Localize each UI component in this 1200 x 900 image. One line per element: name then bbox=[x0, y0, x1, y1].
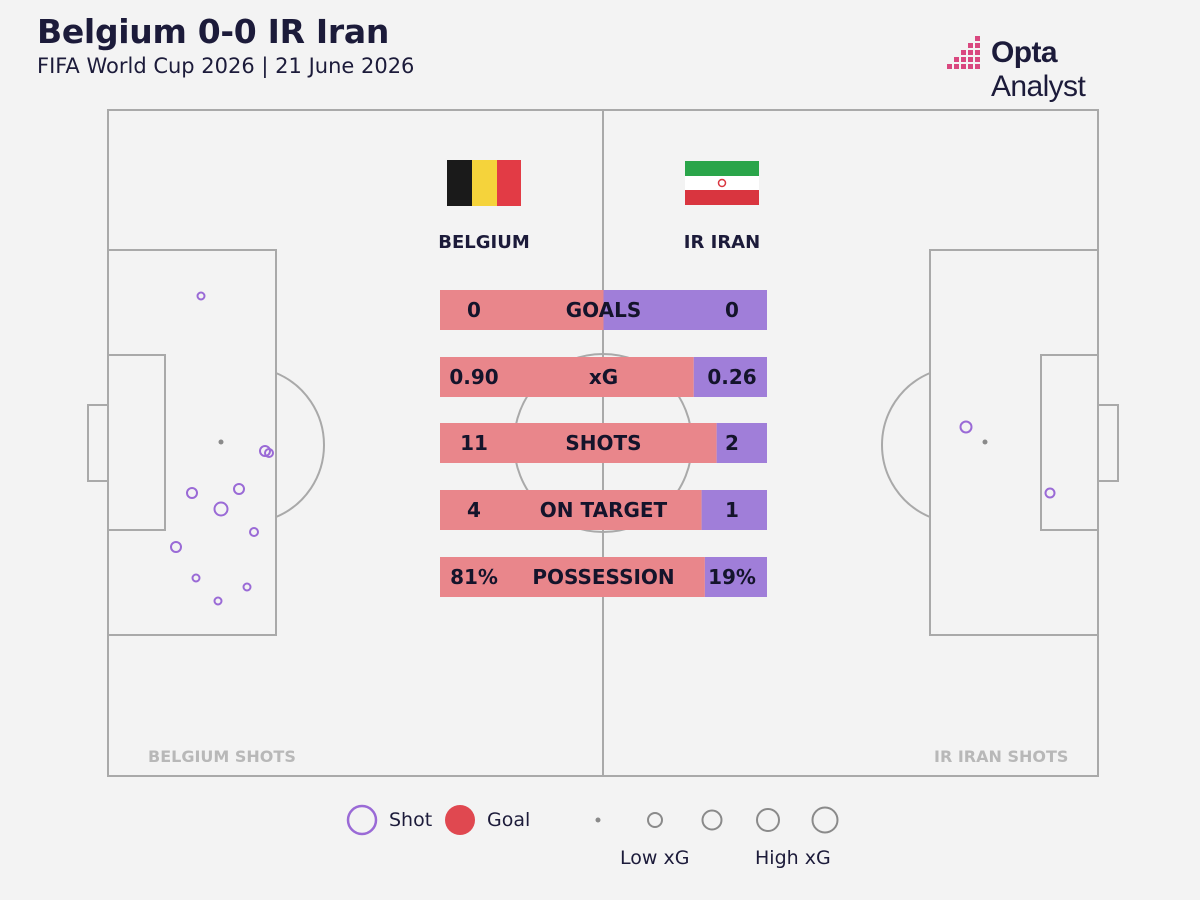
legend-markers bbox=[346, 804, 839, 836]
left-penalty-spot bbox=[218, 439, 224, 445]
stat-row-possession: 81% POSSESSION 19% bbox=[440, 557, 767, 597]
legend-shot-label: Shot bbox=[389, 809, 433, 831]
stat-bars bbox=[440, 290, 767, 597]
shot-marker bbox=[213, 596, 223, 606]
away-stat-value: 0 bbox=[725, 298, 739, 322]
shot-marker bbox=[959, 420, 973, 434]
home-stat-bar bbox=[440, 490, 702, 530]
shot-marker bbox=[233, 483, 245, 495]
pitch-markings bbox=[87, 109, 1119, 777]
away-stat-bar bbox=[716, 423, 767, 463]
legend-xg-size-1 bbox=[595, 817, 601, 823]
home-team-name: BELGIUM bbox=[438, 232, 530, 253]
opta-bars-icon bbox=[947, 36, 980, 69]
stat-row-shots: 11 SHOTS 2 bbox=[440, 423, 767, 463]
stat-row-xg: 0.90 xG 0.26 bbox=[440, 357, 767, 397]
opta-analyst-logo: Opta Analyst bbox=[945, 32, 1145, 103]
left-goal bbox=[87, 404, 109, 482]
legend-xg-size-5 bbox=[811, 806, 839, 834]
away-stat-value: 19% bbox=[708, 565, 756, 589]
legend-goal-icon bbox=[445, 805, 475, 835]
right-penalty-area bbox=[929, 249, 1099, 636]
home-stat-value: 0.90 bbox=[449, 365, 499, 389]
right-penalty-spot bbox=[982, 439, 988, 445]
away-stat-value: 1 bbox=[725, 498, 739, 522]
iran-emblem-icon bbox=[717, 178, 727, 188]
left-penalty-arc bbox=[275, 372, 325, 518]
chart-title: Belgium 0-0 IR Iran bbox=[37, 12, 390, 51]
shot-marker bbox=[213, 501, 229, 517]
chart-subtitle: FIFA World Cup 2026 | 21 June 2026 bbox=[37, 54, 415, 78]
shot-marker bbox=[196, 291, 206, 301]
shot-marker bbox=[191, 573, 201, 583]
away-shots-caption: IR IRAN SHOTS bbox=[934, 747, 1069, 766]
home-stat-value: 81% bbox=[450, 565, 498, 589]
left-six-yard-box bbox=[107, 354, 166, 531]
stat-label: xG bbox=[588, 365, 619, 389]
shot-marker bbox=[1044, 487, 1056, 499]
home-stat-bar bbox=[440, 557, 705, 597]
away-stat-bar bbox=[603, 290, 767, 330]
shot-marker bbox=[264, 448, 274, 458]
away-stat-bar bbox=[704, 557, 767, 597]
brand-name: Opta Analyst bbox=[991, 36, 1086, 103]
iran-shot-markers bbox=[959, 420, 1056, 499]
legend-xg-size-4 bbox=[756, 808, 780, 832]
home-shots-caption: BELGIUM SHOTS bbox=[148, 747, 296, 766]
home-stat-bar bbox=[440, 290, 604, 330]
right-six-yard-box bbox=[1040, 354, 1099, 531]
away-stat-value: 2 bbox=[725, 431, 739, 455]
shot-marker bbox=[249, 527, 259, 537]
away-team-name: IR IRAN bbox=[683, 232, 761, 253]
shot-marker bbox=[242, 582, 252, 592]
legend-goal-label: Goal bbox=[487, 809, 531, 831]
belgium-shot-markers bbox=[170, 291, 274, 606]
home-stat-value: 4 bbox=[467, 498, 481, 522]
right-goal bbox=[1097, 404, 1119, 482]
stat-label: SHOTS bbox=[565, 431, 642, 455]
away-stat-bar bbox=[693, 357, 767, 397]
home-stat-bar bbox=[440, 357, 694, 397]
shot-marker bbox=[186, 487, 198, 499]
stat-label: ON TARGET bbox=[539, 498, 668, 522]
legend-xg-size-3 bbox=[701, 809, 723, 831]
home-stat-value: 0 bbox=[467, 298, 481, 322]
home-stat-value: 11 bbox=[460, 431, 488, 455]
legend-high-xg-label: High xG bbox=[755, 847, 831, 869]
stat-label: POSSESSION bbox=[532, 565, 675, 589]
stat-row-goals: 0 GOALS 0 bbox=[440, 290, 767, 330]
legend-xg-size-2 bbox=[647, 812, 663, 828]
legend-low-xg-label: Low xG bbox=[620, 847, 690, 869]
stat-label: GOALS bbox=[565, 298, 642, 322]
stat-row-on-target: 4 ON TARGET 1 bbox=[440, 490, 767, 530]
home-stat-bar bbox=[440, 423, 717, 463]
belgium-flag bbox=[447, 160, 521, 206]
away-stat-value: 0.26 bbox=[707, 365, 757, 389]
iran-flag bbox=[685, 161, 759, 205]
legend-shot-icon bbox=[346, 804, 378, 836]
shot-marker bbox=[170, 541, 182, 553]
right-penalty-arc bbox=[881, 372, 931, 518]
away-stat-bar bbox=[701, 490, 767, 530]
